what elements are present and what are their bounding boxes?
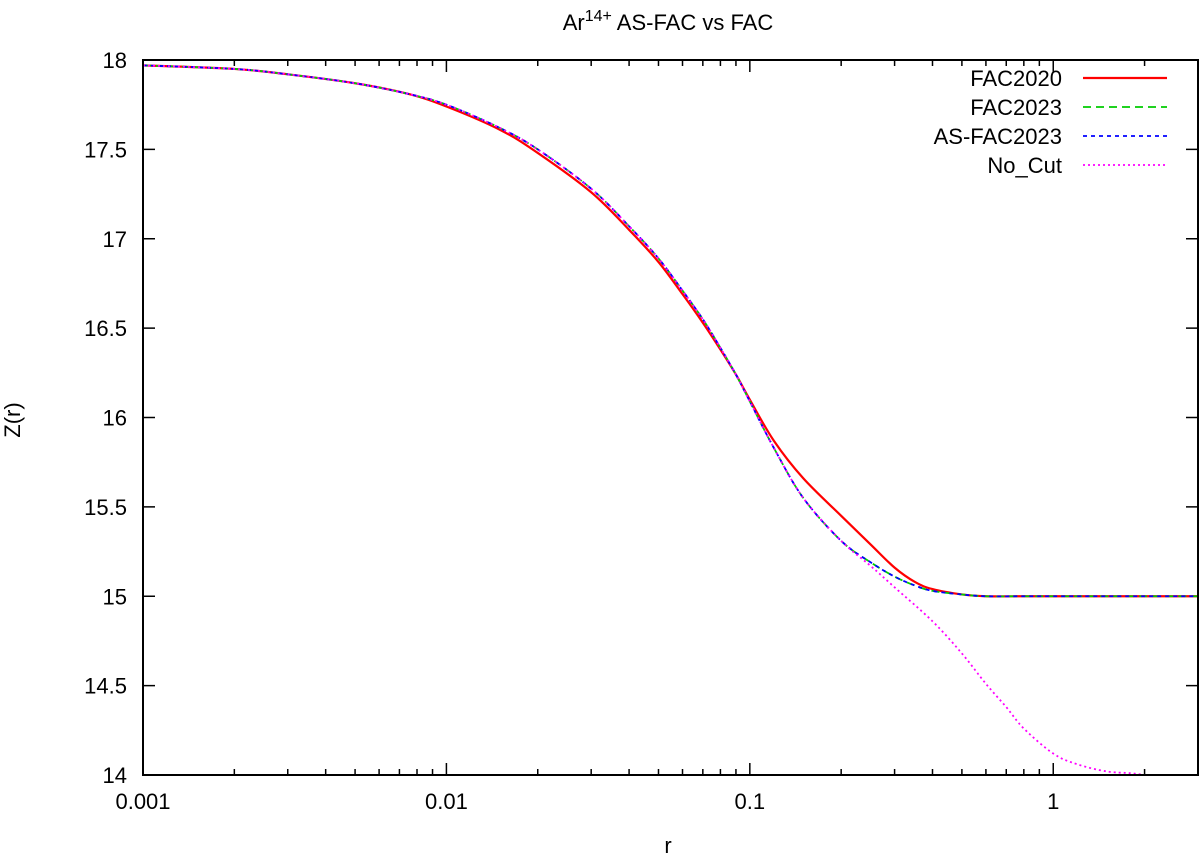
legend-label: FAC2020 (970, 66, 1062, 91)
y-tick-label: 14.5 (84, 674, 127, 699)
y-tick-label: 18 (103, 48, 127, 73)
x-tick-label: 1 (1047, 789, 1059, 814)
legend: FAC2020 FAC2023 AS-FAC2023 No_Cut (934, 66, 1167, 178)
chart-title-superscript: 14+ (585, 8, 612, 25)
x-tick-label: 0.1 (735, 789, 766, 814)
y-tick-label: 15 (103, 584, 127, 609)
legend-label: No_Cut (987, 153, 1062, 178)
series-lines (143, 64, 1198, 775)
chart-title-prefix: Ar (563, 10, 585, 35)
y-tick-label: 15.5 (84, 495, 127, 520)
y-tick-label: 16.5 (84, 316, 127, 341)
x-axis-label: r (664, 833, 671, 855)
y-tick-label: 17 (103, 227, 127, 252)
chart-title: Ar14+ AS-FAC vs FAC (563, 8, 774, 35)
y-tick-label: 16 (103, 406, 127, 431)
axis-tick-labels: 0.001 0.01 0.1 1 14 14.5 15 15.5 16 16.5 17 17.5 18 (84, 48, 1059, 814)
y-tick-label: 17.5 (84, 137, 127, 162)
x-tick-label: 0.001 (115, 789, 170, 814)
x-tick-label: 0.01 (425, 789, 468, 814)
legend-label: AS-FAC2023 (934, 124, 1062, 149)
chart-title-suffix: AS-FAC vs FAC (612, 10, 773, 35)
y-axis-label: Z(r) (0, 402, 25, 437)
plot-frame (142, 59, 1199, 776)
y-tick-label: 14 (103, 763, 127, 788)
legend-label: FAC2023 (970, 95, 1062, 120)
